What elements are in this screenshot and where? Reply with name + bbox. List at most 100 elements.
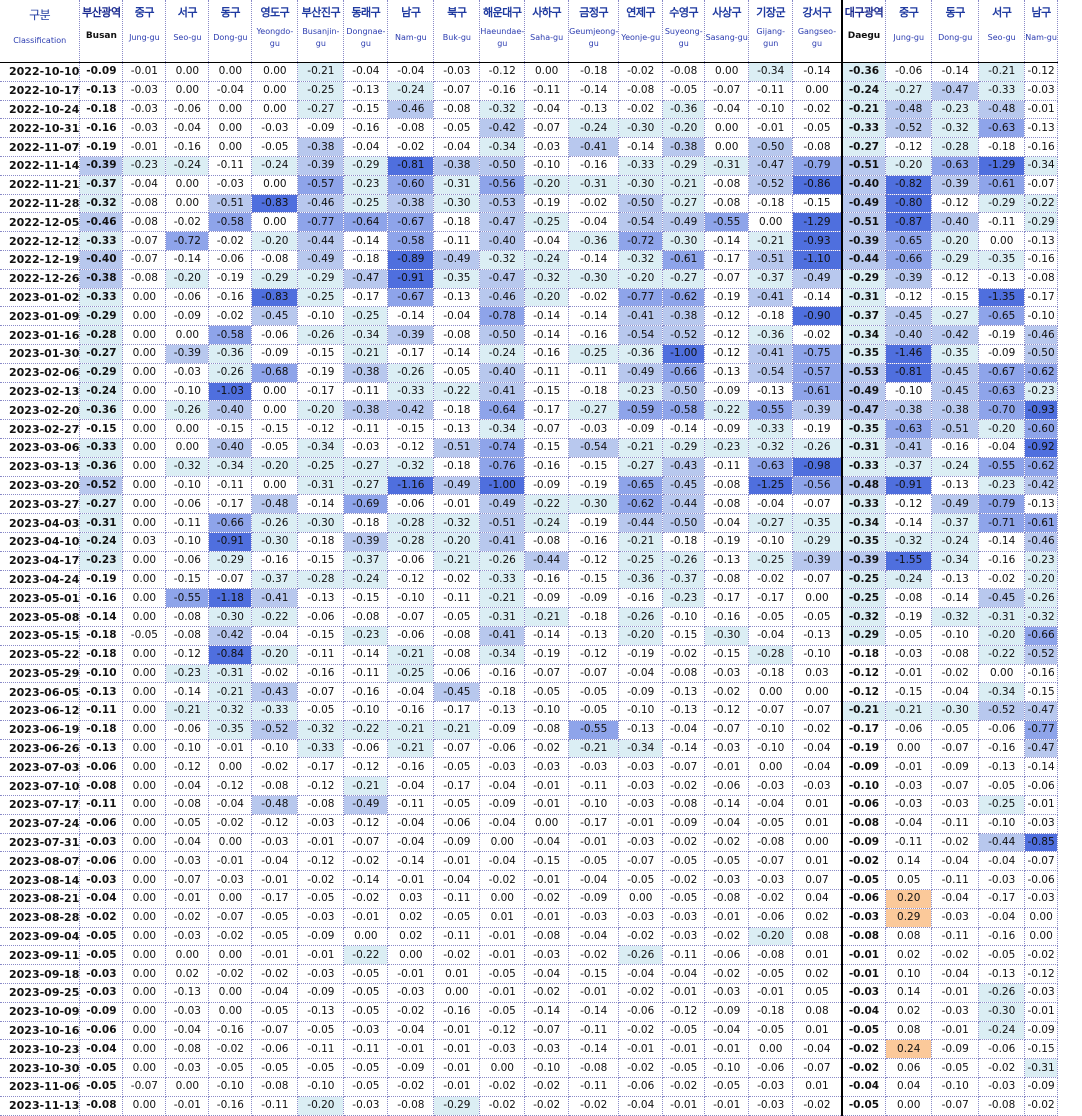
data-cell: -0.72: [618, 231, 664, 251]
data-cell: -0.62: [662, 288, 706, 308]
data-cell: -0.12: [885, 494, 933, 515]
data-cell: 0.00: [208, 118, 253, 139]
data-cell: -0.20: [618, 626, 664, 646]
data-cell: -0.04: [479, 776, 526, 797]
data-cell: -0.83: [251, 288, 299, 308]
data-cell: 0.01: [433, 964, 481, 985]
column-header: 연제구 Yeonje-gu: [618, 0, 664, 63]
column-header-en: Dongnae-gu: [346, 27, 386, 48]
data-cell: -0.90: [792, 306, 843, 327]
data-cell: 0.00: [122, 1058, 167, 1079]
data-cell: 0.00: [122, 776, 167, 797]
data-cell: -0.66: [208, 513, 253, 533]
row-date: 2023-01-30: [0, 344, 81, 364]
data-cell: -0.08: [978, 1096, 1026, 1116]
data-cell: -0.40: [79, 250, 124, 270]
data-cell: -0.46: [387, 100, 435, 120]
data-cell: -0.20: [251, 645, 299, 665]
column-header-ko: 중구: [899, 6, 919, 19]
data-cell: 0.01: [792, 795, 843, 815]
row-date: 2023-01-16: [0, 325, 81, 345]
row-date: 2022-10-17: [0, 81, 81, 101]
data-cell: -0.13: [1024, 231, 1058, 251]
data-cell: -0.14: [704, 231, 750, 251]
row-date: 2022-12-12: [0, 231, 81, 251]
data-cell: -0.01: [524, 795, 570, 815]
data-cell: -0.32: [524, 269, 570, 289]
data-cell: -0.12: [479, 1021, 526, 1041]
data-cell: -0.05: [524, 682, 570, 703]
data-cell: 0.00: [165, 1077, 210, 1097]
data-cell: -0.34: [841, 513, 887, 533]
data-cell: -0.31: [79, 513, 124, 533]
data-cell: -0.01: [165, 889, 210, 909]
table-row: 2023-09-18 -0.03 0.00 0.02 -0.02 -0.02 -0.03 -0…: [0, 964, 1058, 985]
data-cell: -0.26: [208, 363, 253, 383]
data-cell: -0.10: [748, 739, 794, 759]
data-cell: -0.20: [524, 175, 570, 195]
data-cell: -0.12: [165, 757, 210, 778]
data-cell: -0.45: [931, 382, 980, 402]
column-header: 남구 Nam-gu: [387, 0, 435, 63]
data-cell: -0.01: [841, 945, 887, 966]
data-cell: -0.01: [618, 1039, 664, 1060]
data-cell: -0.34: [479, 419, 526, 439]
data-cell: -0.05: [618, 870, 664, 891]
data-cell: -0.02: [618, 927, 664, 947]
row-date: 2023-05-22: [0, 645, 81, 665]
data-cell: -0.26: [618, 945, 664, 966]
data-cell: -0.12: [297, 776, 345, 797]
data-cell: -0.34: [618, 739, 664, 759]
data-cell: -0.24: [251, 156, 299, 176]
data-cell: -0.28: [387, 532, 435, 552]
data-cell: -0.04: [387, 833, 435, 853]
data-cell: -0.11: [165, 513, 210, 533]
row-date: 2023-05-08: [0, 607, 81, 627]
data-cell: -0.24: [978, 1021, 1026, 1041]
data-cell: 0.00: [122, 344, 167, 364]
data-cell: -0.14: [931, 588, 980, 609]
data-cell: 0.00: [122, 438, 167, 458]
data-cell: -0.79: [792, 156, 843, 176]
data-cell: -0.12: [165, 645, 210, 665]
data-cell: -0.05: [568, 682, 620, 703]
data-cell: -0.49: [841, 194, 887, 214]
data-cell: -0.08: [568, 1058, 620, 1079]
data-cell: -0.38: [343, 363, 389, 383]
data-cell: -0.02: [618, 1058, 664, 1079]
data-cell: 0.29: [885, 908, 933, 928]
data-cell: -0.16: [208, 1021, 253, 1041]
data-cell: -0.53: [841, 363, 887, 383]
data-cell: -0.03: [568, 757, 620, 778]
data-cell: -0.06: [165, 720, 210, 740]
data-cell: -0.40: [479, 363, 526, 383]
data-cell: -0.04: [165, 1021, 210, 1041]
data-cell: -0.12: [885, 288, 933, 308]
data-cell: -0.10: [978, 814, 1026, 834]
data-cell: -0.41: [748, 288, 794, 308]
data-cell: -0.05: [662, 851, 706, 872]
data-cell: -0.10: [704, 1058, 750, 1079]
data-cell: 0.00: [208, 137, 253, 157]
data-cell: -0.15: [387, 419, 435, 439]
data-cell: -0.41: [885, 438, 933, 458]
table-row: 2023-03-27 -0.27 0.00 -0.06 -0.17 -0.48 -0.14-…: [0, 494, 1058, 515]
data-cell: 0.00: [251, 212, 299, 233]
data-cell: -0.03: [387, 983, 435, 1003]
data-cell: -0.12: [704, 325, 750, 345]
table-row: 2023-07-17 -0.11 0.00 -0.08 -0.04 -0.48 -0.08-…: [0, 795, 1058, 815]
table-row: 2023-04-24 -0.19 0.00 -0.15 -0.07 -0.37 -0.28-…: [0, 570, 1058, 590]
data-cell: -0.19: [297, 363, 345, 383]
row-date: 2023-10-30: [0, 1058, 81, 1079]
row-date: 2023-02-27: [0, 419, 81, 439]
data-cell: -0.03: [704, 664, 750, 684]
data-cell: -0.04: [387, 682, 435, 703]
column-header: 금정구 Geumjeong-gu: [568, 0, 620, 63]
data-cell: -0.30: [433, 194, 481, 214]
data-cell: -0.08: [662, 62, 706, 82]
column-header-en: Nam-gu: [1025, 33, 1057, 42]
data-cell: -0.33: [618, 156, 664, 176]
data-cell: -0.63: [978, 382, 1026, 402]
data-cell: -0.36: [79, 457, 124, 477]
data-cell: -0.03: [165, 363, 210, 383]
